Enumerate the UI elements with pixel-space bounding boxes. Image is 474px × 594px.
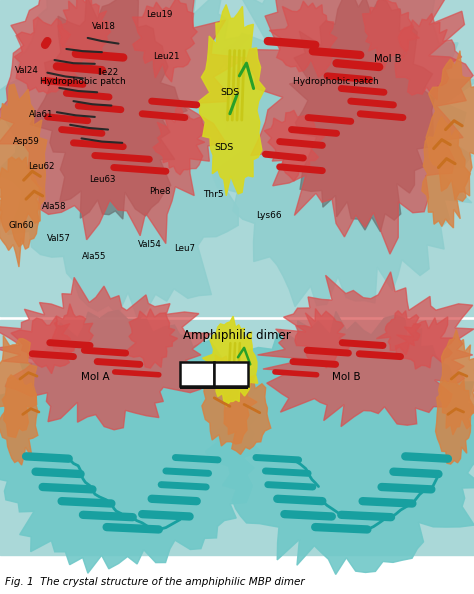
- Text: Leu63: Leu63: [89, 175, 116, 184]
- Polygon shape: [395, 13, 462, 100]
- Text: Leu62: Leu62: [28, 162, 55, 171]
- Text: Leu21: Leu21: [153, 52, 179, 61]
- Bar: [180, 362, 214, 386]
- Polygon shape: [295, 309, 351, 368]
- Text: Leu7: Leu7: [174, 244, 195, 253]
- Polygon shape: [264, 110, 325, 181]
- Text: Val24: Val24: [15, 65, 39, 75]
- Polygon shape: [0, 0, 474, 316]
- Text: Gln60: Gln60: [9, 221, 34, 230]
- Polygon shape: [132, 0, 197, 82]
- Polygon shape: [269, 1, 337, 77]
- Bar: [180, 386, 248, 389]
- Polygon shape: [212, 0, 474, 307]
- Text: Ala61: Ala61: [28, 109, 53, 119]
- Text: Fig. 1  The crystal structure of the amphiphilic MBP dimer: Fig. 1 The crystal structure of the amph…: [5, 577, 304, 587]
- Polygon shape: [258, 272, 474, 426]
- Polygon shape: [202, 355, 257, 446]
- Polygon shape: [0, 310, 261, 573]
- Polygon shape: [0, 320, 474, 555]
- Polygon shape: [202, 316, 258, 406]
- Polygon shape: [395, 317, 455, 369]
- Text: Hydrophobic patch: Hydrophobic patch: [40, 77, 126, 87]
- Text: Leu19: Leu19: [146, 10, 173, 20]
- Polygon shape: [376, 311, 421, 355]
- Text: Amphiphilic dimer: Amphiphilic dimer: [183, 329, 291, 342]
- Text: Mol A: Mol A: [81, 372, 109, 382]
- Text: Val54: Val54: [137, 240, 161, 249]
- Text: Asp59: Asp59: [13, 137, 40, 146]
- Polygon shape: [11, 317, 74, 374]
- Text: Ala55: Ala55: [82, 252, 106, 261]
- Text: Val18: Val18: [92, 21, 116, 31]
- Polygon shape: [0, 277, 210, 430]
- Text: SDS: SDS: [214, 143, 234, 152]
- Text: Mol B: Mol B: [332, 372, 360, 382]
- Text: SDS: SDS: [220, 87, 239, 97]
- Polygon shape: [14, 17, 83, 94]
- Polygon shape: [206, 311, 474, 574]
- Polygon shape: [127, 309, 178, 368]
- Text: Ala58: Ala58: [42, 202, 66, 211]
- Polygon shape: [153, 105, 205, 175]
- Polygon shape: [199, 5, 265, 196]
- Polygon shape: [246, 0, 473, 254]
- Polygon shape: [224, 377, 271, 454]
- Polygon shape: [422, 116, 470, 228]
- Text: Phe8: Phe8: [149, 187, 171, 196]
- Polygon shape: [30, 0, 187, 219]
- Polygon shape: [290, 0, 434, 232]
- Polygon shape: [0, 0, 264, 321]
- Polygon shape: [438, 330, 474, 435]
- Text: Thr5: Thr5: [203, 190, 224, 200]
- Polygon shape: [0, 336, 37, 437]
- Bar: [214, 362, 248, 386]
- Text: Lys66: Lys66: [256, 210, 282, 220]
- Text: Hydrophobic patch: Hydrophobic patch: [293, 77, 379, 87]
- Polygon shape: [0, 375, 38, 465]
- Text: Ile22: Ile22: [97, 68, 118, 77]
- Polygon shape: [426, 50, 474, 200]
- Polygon shape: [52, 304, 93, 355]
- Polygon shape: [0, 157, 42, 267]
- Polygon shape: [58, 0, 111, 62]
- Polygon shape: [436, 375, 474, 464]
- Text: Val57: Val57: [47, 234, 71, 244]
- Polygon shape: [0, 0, 246, 244]
- Polygon shape: [363, 0, 419, 69]
- Text: Mol B: Mol B: [374, 55, 402, 64]
- Polygon shape: [0, 84, 47, 247]
